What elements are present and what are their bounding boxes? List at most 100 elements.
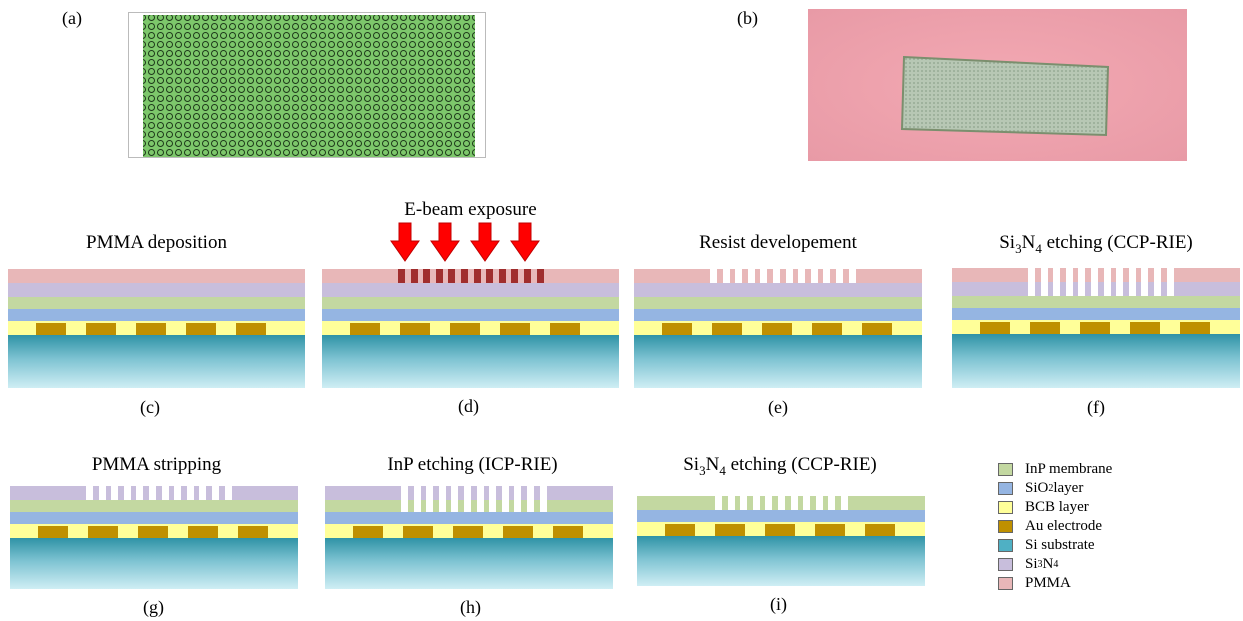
panel-label-h: (h)	[460, 597, 481, 617]
au-electrode	[236, 323, 266, 335]
layer-si	[952, 334, 1240, 388]
etched-hole	[1040, 268, 1048, 296]
exposed-region	[473, 269, 481, 283]
etched-hole	[798, 269, 806, 283]
au-electrode	[553, 526, 583, 538]
etched-hole	[413, 486, 421, 512]
au-electrode	[712, 323, 742, 335]
exposed-region	[511, 269, 519, 283]
layer-si	[8, 335, 305, 388]
etched-hole	[174, 486, 182, 500]
etched-hole	[1053, 268, 1061, 296]
etched-hole	[790, 496, 798, 510]
etched-hole	[810, 269, 818, 283]
au-electrode	[188, 526, 218, 538]
etched-hole	[823, 269, 831, 283]
etched-hole	[1154, 268, 1161, 296]
etched-hole	[539, 486, 547, 512]
optical-micrograph-image	[808, 9, 1187, 161]
etched-hole	[489, 486, 497, 512]
layer-si	[322, 335, 619, 388]
step-title-i: Si3N4 etching (CCP-RIE)	[683, 454, 877, 478]
etched-hole	[186, 486, 194, 500]
etched-hole	[123, 486, 131, 500]
legend-swatch	[998, 577, 1013, 590]
etched-hole	[224, 486, 232, 500]
etched-hole	[527, 486, 534, 512]
etched-hole	[1166, 268, 1174, 296]
au-electrode	[1180, 322, 1210, 334]
etched-hole	[438, 486, 446, 512]
step-title-d: E-beam exposure	[404, 199, 537, 220]
exposed-region	[410, 269, 418, 283]
etched-hole	[841, 496, 848, 510]
legend: InP membrane SiO 2 layer BCB layer Au ele…	[998, 460, 1112, 593]
ebeam-arrows	[390, 222, 540, 262]
layer-sin	[8, 283, 305, 297]
etched-hole	[740, 496, 748, 510]
etched-hole	[514, 486, 522, 512]
au-electrode	[186, 323, 216, 335]
au-electrode	[500, 323, 530, 335]
exposed-region	[524, 269, 531, 283]
step-title-f: Si3N4 etching (CCP-RIE)	[999, 232, 1193, 256]
layer-sio2	[634, 309, 922, 321]
etched-hole	[773, 269, 780, 283]
etched-hole	[1065, 268, 1073, 296]
legend-item-sio2: SiO 2 layer	[998, 479, 1112, 498]
layer-sio2	[8, 309, 305, 321]
layer-si	[10, 538, 298, 589]
au-electrode	[403, 526, 433, 538]
au-electrode	[450, 323, 480, 335]
legend-item-pmma: PMMA	[998, 574, 1112, 593]
exposed-region	[435, 269, 443, 283]
etched-hole	[501, 486, 509, 512]
etched-hole	[722, 269, 730, 283]
etched-hole	[785, 269, 793, 283]
au-electrode	[865, 524, 895, 536]
etched-hole	[1128, 268, 1136, 296]
cross-section-c	[8, 269, 305, 388]
layer-si	[634, 335, 922, 388]
au-electrode	[665, 524, 695, 536]
etched-hole	[815, 496, 823, 510]
step-title-e: Resist developement	[699, 232, 857, 253]
etched-hole	[727, 496, 735, 510]
layer-sio2	[325, 512, 613, 524]
au-electrode	[136, 323, 166, 335]
legend-swatch	[998, 520, 1013, 533]
cross-section-g	[10, 486, 298, 589]
etched-hole	[1078, 268, 1086, 296]
legend-swatch	[998, 482, 1013, 495]
panel-label-f: (f)	[1087, 397, 1105, 417]
au-electrode	[765, 524, 795, 536]
layer-sin	[634, 283, 922, 297]
layer-sin	[322, 283, 619, 297]
step-title-h: InP etching (ICP-RIE)	[387, 454, 558, 475]
layer-inp	[10, 500, 298, 512]
layer-si	[637, 536, 925, 586]
arrow-icon	[390, 222, 540, 262]
au-electrode	[88, 526, 118, 538]
legend-item-au: Au electrode	[998, 517, 1112, 536]
legend-item-inp: InP membrane	[998, 460, 1112, 479]
panel-label-a: (a)	[62, 8, 82, 28]
etched-hole	[752, 496, 760, 510]
etched-hole	[710, 269, 717, 283]
etched-hole	[1116, 268, 1124, 296]
etched-hole	[735, 269, 743, 283]
cross-section-i	[637, 496, 925, 586]
au-electrode	[36, 323, 66, 335]
au-electrode	[815, 524, 845, 536]
etched-hole	[848, 269, 856, 283]
etched-hole	[464, 486, 471, 512]
etched-hole	[1091, 268, 1098, 296]
au-electrode	[980, 322, 1010, 334]
layer-si	[325, 538, 613, 589]
layer-inp	[8, 297, 305, 309]
layer-inp	[322, 297, 619, 309]
exposed-region	[398, 269, 405, 283]
au-electrode	[400, 323, 430, 335]
au-electrode	[862, 323, 892, 335]
cross-section-e	[634, 269, 922, 388]
